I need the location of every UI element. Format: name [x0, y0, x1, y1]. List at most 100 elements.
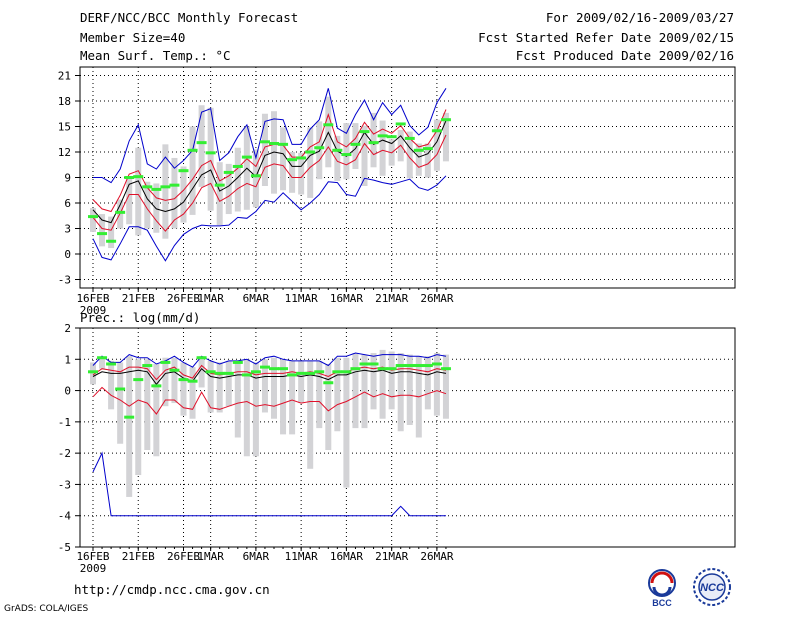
- median-marker: [386, 367, 397, 371]
- spread-bar: [171, 157, 178, 229]
- spread-bar: [415, 143, 422, 176]
- ncc-logo-icon: NCC: [693, 568, 731, 606]
- spread-bar: [180, 362, 187, 416]
- mean-line: [92, 367, 447, 386]
- median-marker: [332, 370, 343, 374]
- median-marker: [359, 130, 370, 134]
- median-marker: [341, 370, 352, 374]
- median-marker: [160, 360, 171, 364]
- median-marker: [88, 215, 98, 219]
- median-marker: [359, 362, 370, 366]
- spread-bar: [361, 125, 368, 186]
- x-tick-label: 26FEB: [167, 550, 200, 563]
- y-tick-label: -3: [58, 274, 71, 287]
- median-marker: [124, 176, 135, 179]
- median-marker: [196, 356, 207, 360]
- spread-bar: [225, 163, 232, 215]
- x-tick-label: 6MAR: [243, 292, 270, 305]
- spread-bar: [252, 362, 259, 457]
- median-marker: [259, 365, 270, 369]
- spread-bar: [162, 357, 169, 407]
- y-tick-label: 3: [64, 223, 71, 236]
- spread-bar: [370, 353, 377, 410]
- source-url[interactable]: http://cmdp.ncc.cma.gov.cn: [74, 582, 270, 597]
- refer-date: Fcst Started Refer Date 2009/02/15: [478, 30, 734, 45]
- median-marker: [287, 158, 298, 162]
- spread-bar: [162, 144, 169, 239]
- spread-bar: [280, 359, 287, 435]
- ncc-logo-text: NCC: [700, 582, 725, 594]
- spread-bar: [207, 107, 214, 211]
- y-tick-label: 9: [64, 172, 71, 185]
- spread-bar: [280, 127, 287, 191]
- x-tick-label: 1MAR: [197, 292, 224, 305]
- spread-bar: [135, 147, 142, 236]
- spread-bar: [379, 120, 386, 176]
- median-marker: [368, 141, 379, 145]
- spread-bar: [397, 353, 404, 432]
- x-tick-label: 1MAR: [197, 550, 224, 563]
- y-tick-label: 18: [58, 95, 71, 108]
- max-line: [92, 352, 447, 368]
- median-marker: [431, 129, 442, 133]
- median-marker: [106, 239, 117, 243]
- spread-bar: [424, 143, 431, 178]
- median-marker: [88, 370, 98, 374]
- spread-bar: [307, 360, 314, 469]
- median-marker: [241, 155, 252, 159]
- spread-bar: [144, 181, 151, 229]
- spread-bar: [442, 112, 449, 162]
- grads-credit: GrADS: COLA/IGES: [4, 604, 89, 614]
- spread-bar: [234, 360, 241, 438]
- x-tick-label: 26MAR: [420, 292, 453, 305]
- median-marker: [296, 156, 307, 160]
- min-line: [92, 451, 446, 517]
- median-marker: [323, 381, 334, 385]
- produced-date: Fcst Produced Date 2009/02/16: [515, 48, 734, 63]
- x-tick-label: 21FEB: [122, 292, 155, 305]
- mean-line: [92, 120, 447, 224]
- median-marker: [187, 148, 198, 152]
- spread-bar: [207, 360, 214, 413]
- median-marker: [124, 415, 135, 419]
- spread-bar: [325, 363, 332, 451]
- median-marker: [151, 187, 162, 191]
- spread-bar: [424, 356, 431, 410]
- spread-bar: [144, 359, 151, 451]
- median-marker: [350, 142, 361, 146]
- spread-bar: [243, 359, 250, 457]
- median-marker: [377, 134, 388, 138]
- median-marker: [413, 364, 424, 368]
- median-marker: [377, 367, 388, 371]
- median-marker: [323, 123, 334, 127]
- median-marker: [269, 367, 279, 371]
- chart-title: DERF/NCC/BCC Monthly Forecast: [80, 10, 299, 25]
- spread-bar: [171, 357, 178, 404]
- median-marker: [232, 360, 243, 364]
- median-marker: [431, 362, 442, 366]
- median-marker: [97, 232, 108, 236]
- median-marker: [278, 367, 289, 371]
- spread-bar: [289, 152, 296, 193]
- spread-bar: [298, 152, 305, 195]
- median-marker: [97, 356, 108, 360]
- y-tick-label: 0: [64, 385, 71, 398]
- spread-bar: [316, 360, 323, 429]
- median-marker: [169, 368, 180, 372]
- spread-bar: [189, 126, 196, 215]
- median-marker: [404, 364, 415, 368]
- spread-bar: [334, 357, 341, 432]
- median-marker: [422, 364, 433, 368]
- spread-bar: [126, 356, 133, 497]
- median-marker: [187, 379, 198, 383]
- median-marker: [106, 362, 117, 366]
- bcc-logo-text: BCC: [652, 598, 672, 608]
- median-marker: [440, 118, 451, 122]
- spread-bar: [388, 351, 395, 410]
- median-marker: [332, 148, 343, 152]
- spread-bar: [99, 214, 106, 247]
- spread-bar: [271, 357, 277, 419]
- median-marker: [395, 364, 406, 368]
- spread-bar: [90, 208, 96, 232]
